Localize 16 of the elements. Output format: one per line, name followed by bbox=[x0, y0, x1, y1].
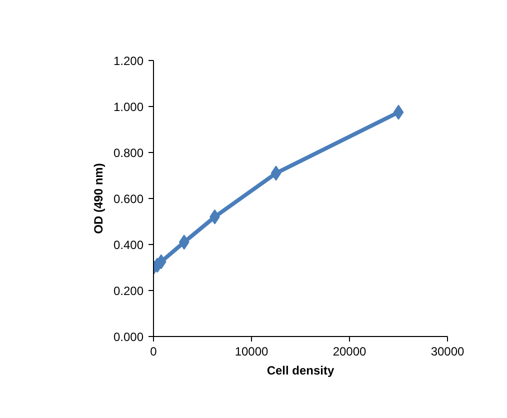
point bbox=[393, 104, 404, 120]
x-tick-label: 10000 bbox=[234, 344, 269, 358]
point bbox=[270, 166, 282, 181]
y-axis-title: OD (490 nm) bbox=[91, 163, 106, 234]
y-tick-label: 0.800 bbox=[113, 146, 144, 160]
y-tick-label: 1.200 bbox=[113, 54, 144, 68]
y-tick-label: 0.400 bbox=[113, 238, 144, 252]
x-tick-label: 20000 bbox=[332, 344, 367, 358]
point bbox=[178, 234, 190, 250]
x-axis-title: Cell density bbox=[266, 364, 335, 378]
x-tick-label: 30000 bbox=[430, 344, 465, 358]
y-tick-label: 1.000 bbox=[113, 100, 144, 114]
y-tick-label: 0.200 bbox=[113, 284, 144, 298]
x-tick-label: 0 bbox=[150, 344, 158, 358]
y-tick-label: 0.600 bbox=[113, 192, 144, 206]
y-tick-label: 0.000 bbox=[113, 330, 144, 344]
